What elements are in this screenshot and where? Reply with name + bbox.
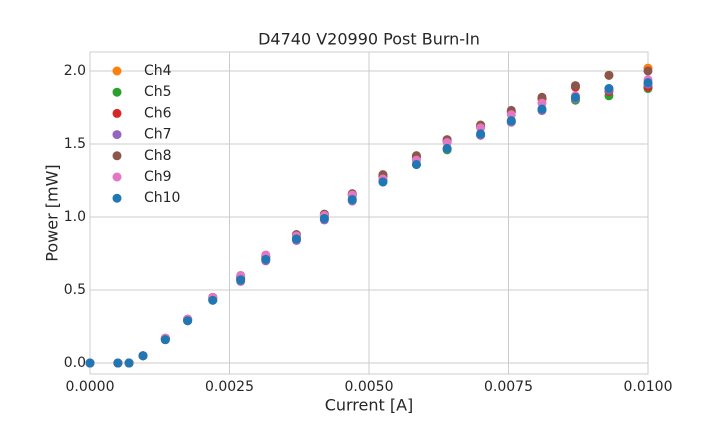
y-tick-label: 2.0 xyxy=(64,63,86,79)
point xyxy=(113,358,123,368)
point xyxy=(236,275,246,285)
legend-marker xyxy=(112,151,122,161)
point xyxy=(604,70,614,80)
point xyxy=(85,358,95,368)
point xyxy=(537,104,547,114)
point xyxy=(261,254,271,264)
point xyxy=(476,129,486,139)
x-tick-label: 0.0025 xyxy=(205,379,254,395)
point xyxy=(570,81,580,91)
point xyxy=(319,213,329,223)
point xyxy=(291,234,301,244)
legend-marker xyxy=(112,130,122,140)
legend-marker xyxy=(112,193,122,203)
legend-label: Ch5 xyxy=(144,84,172,100)
legend-marker xyxy=(112,172,122,182)
point xyxy=(124,358,134,368)
chart-title: D4740 V20990 Post Burn-In xyxy=(258,30,480,49)
point xyxy=(183,316,193,326)
point xyxy=(442,143,452,153)
legend-marker xyxy=(112,66,122,76)
legend-label: Ch6 xyxy=(144,105,172,121)
y-tick-label: 1.0 xyxy=(64,209,86,225)
point xyxy=(506,116,516,126)
point xyxy=(347,194,357,204)
legend-label: Ch8 xyxy=(144,148,172,164)
x-tick-label: 0.0075 xyxy=(484,379,533,395)
point xyxy=(604,84,614,94)
y-tick-label: 0.0 xyxy=(64,355,86,371)
x-tick-label: 0.0100 xyxy=(624,379,673,395)
point xyxy=(378,177,388,187)
x-tick-label: 0.0000 xyxy=(66,379,115,395)
x-tick-label: 0.0050 xyxy=(345,379,394,395)
legend-label: Ch10 xyxy=(144,190,180,206)
y-tick-label: 1.5 xyxy=(64,136,86,152)
legend-label: Ch9 xyxy=(144,169,172,185)
y-axis-label: Power [mW] xyxy=(43,164,62,261)
legend-label: Ch7 xyxy=(144,127,172,143)
legend-marker xyxy=(112,108,122,118)
legend-marker xyxy=(112,87,122,97)
point xyxy=(570,92,580,102)
point xyxy=(411,159,421,169)
y-tick-label: 0.5 xyxy=(64,282,86,298)
point xyxy=(138,351,148,361)
legend-label: Ch4 xyxy=(144,63,172,79)
point xyxy=(160,335,170,345)
point xyxy=(208,295,218,305)
plot-frame xyxy=(89,51,649,375)
x-axis-label: Current [A] xyxy=(325,396,414,415)
point xyxy=(643,66,653,76)
point xyxy=(643,78,653,88)
